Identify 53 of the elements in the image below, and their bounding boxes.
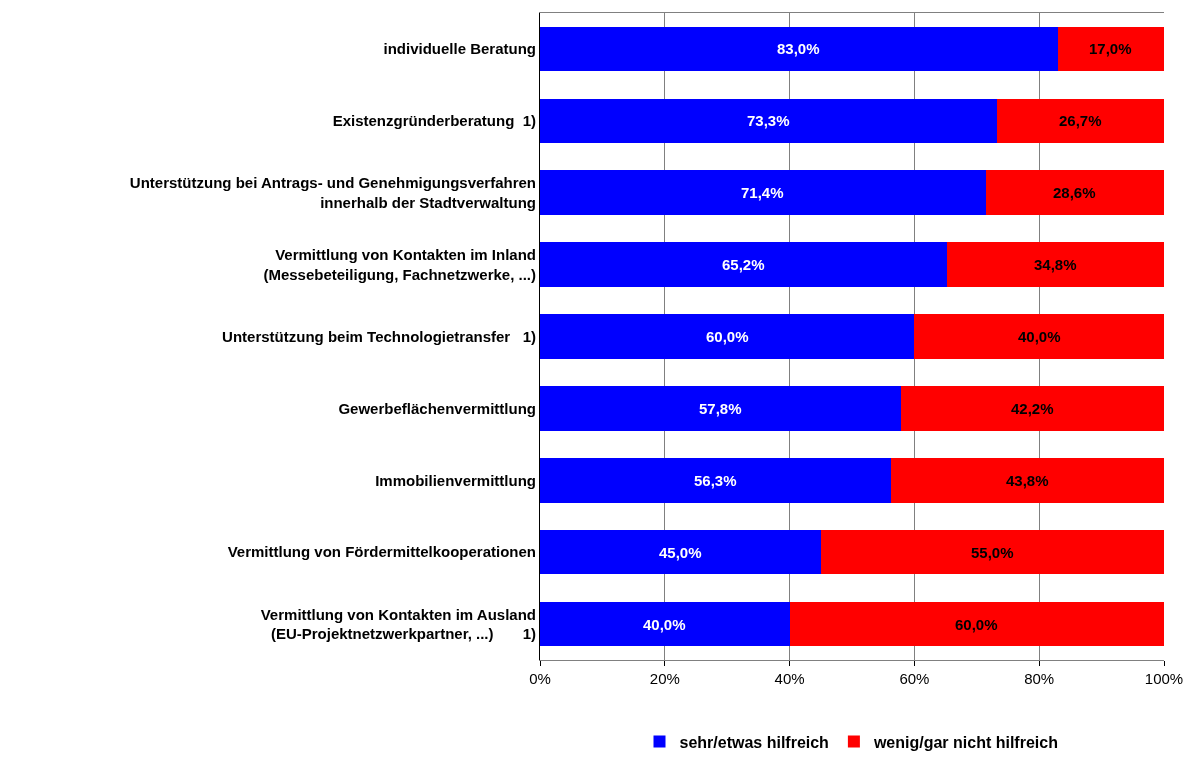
y-tick-label: Vermittlung von Kontakten im Ausland (EU-Projektnetzwerkpartner, ...) 1) xyxy=(260,605,536,643)
data-label: 40,0% xyxy=(1018,328,1061,345)
bar xyxy=(540,386,901,431)
bar xyxy=(1057,26,1164,72)
bar xyxy=(540,98,998,144)
y-tick-label: individuelle Beratung xyxy=(383,40,536,58)
data-label: 73,3% xyxy=(747,112,790,129)
x-tick-label: 80% xyxy=(1024,670,1055,687)
data-label: 57,8% xyxy=(699,400,742,417)
bar xyxy=(985,170,1164,216)
data-label: 55,0% xyxy=(971,544,1014,561)
data-label: 40,0% xyxy=(643,616,686,633)
bar xyxy=(540,26,1058,72)
y-tick-label: Existenzgründerberatung 1) xyxy=(332,112,536,130)
bar xyxy=(540,601,790,647)
data-label: 56,3% xyxy=(694,472,737,489)
data-label: 42,2% xyxy=(1011,400,1054,417)
data-label: 28,6% xyxy=(1053,184,1096,201)
data-label: 60,0% xyxy=(955,616,998,633)
x-tick-label: 0% xyxy=(529,670,551,687)
y-tick-label: Unterstützung bei Antrags- und Genehmigungsverfahren innerhalb der Stadtverwaltung xyxy=(129,174,536,211)
bar xyxy=(789,601,1164,647)
bar xyxy=(891,457,1164,503)
data-label: 71,4% xyxy=(741,184,784,201)
y-tick-label: Vermittlung von Fördermittelkooperationen xyxy=(227,543,536,561)
data-label: 43,8% xyxy=(1006,472,1049,489)
x-tick-label: 60% xyxy=(899,670,930,687)
bar xyxy=(540,314,915,359)
data-label: 45,0% xyxy=(659,544,702,561)
x-tick-label: 100% xyxy=(1144,670,1184,687)
data-label: 60,0% xyxy=(706,328,749,345)
legend-label: wenig/gar nicht hilfreich xyxy=(872,733,1058,751)
bar xyxy=(820,529,1164,575)
data-label: 26,7% xyxy=(1059,112,1102,129)
y-tick-label: Gewerbeflächenvermittlung xyxy=(338,399,536,417)
bar xyxy=(540,242,947,287)
data-label: 17,0% xyxy=(1089,40,1132,57)
bar xyxy=(946,242,1164,287)
data-label: 83,0% xyxy=(777,40,820,57)
bar xyxy=(540,529,821,575)
bar xyxy=(997,98,1164,144)
data-label: 34,8% xyxy=(1034,256,1077,273)
bar xyxy=(914,314,1164,359)
y-tick-label: Unterstützung beim Technologietransfer 1) xyxy=(222,327,536,345)
bar xyxy=(900,386,1164,431)
bar xyxy=(540,457,892,503)
y-tick-label: Vermittlung von Kontakten im Inland (Messebeteiligung, Fachnetzwerke, ...) xyxy=(263,246,536,283)
data-label: 65,2% xyxy=(722,256,765,273)
x-tick-label: 20% xyxy=(649,670,680,687)
bar xyxy=(540,170,986,216)
legend-label: sehr/etwas hilfreich xyxy=(679,733,829,751)
x-tick-label: 40% xyxy=(774,670,805,687)
y-tick-label: Immobilienvermittlung xyxy=(375,471,536,489)
